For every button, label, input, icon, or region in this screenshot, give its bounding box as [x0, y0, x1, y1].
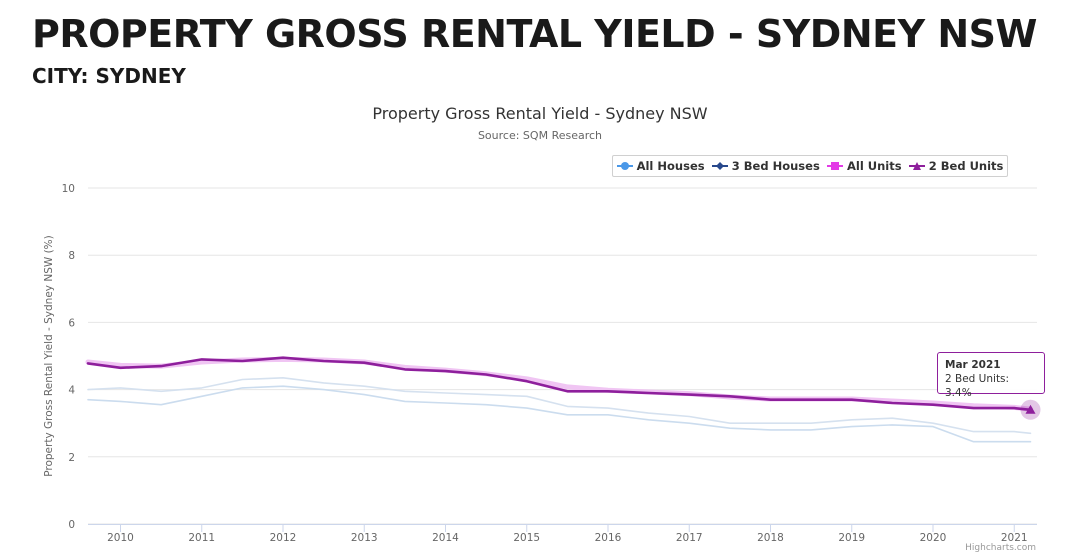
x-tick-label: 2010 [107, 532, 134, 544]
x-tick-label: 2018 [757, 532, 784, 544]
y-tick-label: 4 [68, 385, 75, 397]
x-tick-label: 2016 [595, 532, 622, 544]
y-tick-label: 6 [68, 317, 75, 329]
highcharts-credits[interactable]: Highcharts.com [965, 543, 1036, 553]
y-tick-label: 10 [62, 183, 75, 195]
x-tick-label: 2014 [432, 532, 459, 544]
x-tick-label: 2015 [513, 532, 540, 544]
x-tick-label: 2021 [1001, 532, 1028, 544]
legend-item-3-bed-houses[interactable]: 3 Bed Houses [711, 159, 820, 173]
chart-title: Property Gross Rental Yield - Sydney NSW [372, 104, 708, 123]
chart-subtitle: Source: SQM Research [477, 129, 603, 142]
hover-point-marker [1025, 404, 1036, 414]
legend-item-all-units[interactable]: All Units [826, 159, 902, 173]
series-line-3-bed-houses [87, 377, 1032, 435]
y-tick-label: 2 [68, 452, 75, 464]
x-tick-label: 2020 [920, 532, 947, 544]
chart-legend: All Houses 3 Bed Houses All Units 2 Bed … [612, 155, 1008, 177]
x-tick-label: 2012 [270, 532, 297, 544]
chart-tooltip: Mar 2021 2 Bed Units: 3.4% [937, 352, 1045, 399]
legend-label-all-units: All Units [846, 159, 902, 173]
series-line-all-houses [87, 385, 1032, 443]
legend-item-2-bed-units[interactable]: 2 Bed Units [908, 159, 1004, 173]
legend-label-all-houses: All Houses [636, 159, 705, 173]
y-tick-label: 0 [68, 519, 75, 531]
legend-diamond-icon [711, 162, 728, 170]
x-tick-label: 2011 [188, 532, 215, 544]
legend-label-3-bed-houses: 3 Bed Houses [731, 159, 820, 173]
y-tick-label: 8 [68, 250, 75, 262]
x-tick-label: 2019 [838, 532, 865, 544]
tooltip-body: 2 Bed Units: 3.4% [945, 373, 1010, 399]
legend-item-all-houses[interactable]: All Houses [616, 159, 705, 173]
y-axis-title: Property Gross Rental Yield - Sydney NSW… [43, 235, 55, 477]
legend-circle-icon [616, 162, 633, 170]
page-title: PROPERTY GROSS RENTAL YIELD - SYDNEY NSW [32, 12, 1037, 56]
legend-triangle-icon [908, 162, 925, 170]
legend-square-icon [826, 162, 843, 170]
series-line-2-bed-units [86, 356, 1032, 412]
legend-label-2-bed-units: 2 Bed Units [928, 159, 1004, 173]
tooltip-heading: Mar 2021 [945, 359, 1001, 371]
x-tick-label: 2013 [351, 532, 378, 544]
x-tick-label: 2017 [676, 532, 703, 544]
page-subtitle: CITY: SYDNEY [32, 64, 186, 88]
